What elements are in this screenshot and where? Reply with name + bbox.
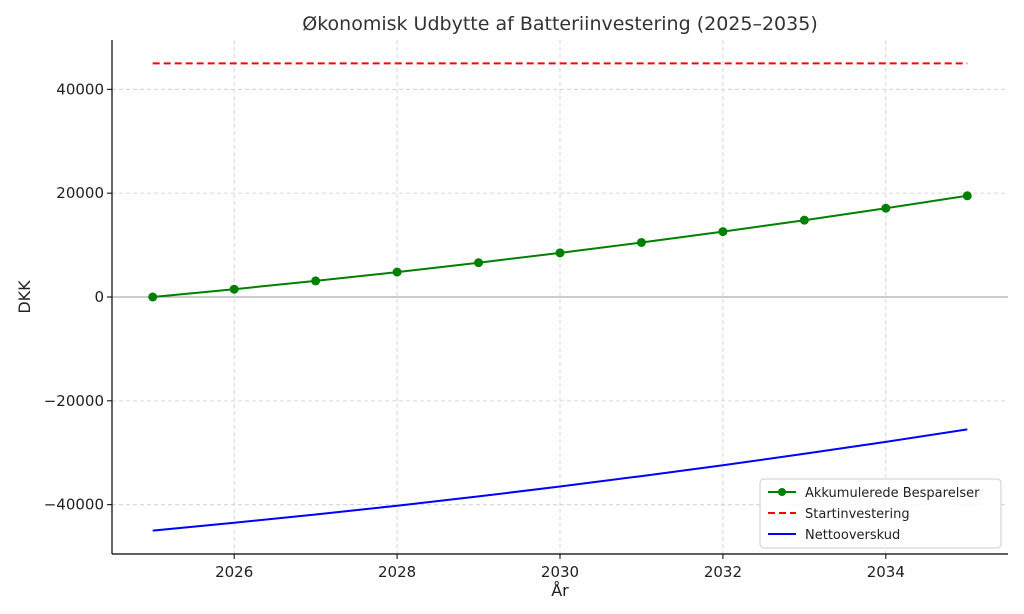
series-point <box>799 215 809 225</box>
legend-box <box>759 478 1002 549</box>
x-tick-label: 2030 <box>541 563 579 581</box>
legend-label: Startinvestering <box>805 507 910 522</box>
y-tick-label: 20000 <box>56 184 104 202</box>
series-1 <box>148 191 972 302</box>
chart-title: Økonomisk Udbytte af Batteriinvestering … <box>302 13 818 35</box>
x-tick-label: 2028 <box>378 563 416 581</box>
series-point <box>392 267 402 277</box>
series-3 <box>152 428 968 532</box>
tick-labels: 2026 2028 2030 2032 2034 −40000 −20000 0 20000 40… <box>44 80 905 581</box>
series-point <box>474 258 484 268</box>
x-tick-label: 2032 <box>704 563 742 581</box>
legend-label: Akkumulerede Besparelser <box>805 486 980 501</box>
series-point <box>148 292 158 302</box>
legend-item: Nettooverskud <box>768 528 900 543</box>
y-tick-label: −20000 <box>44 392 104 410</box>
y-tick-label: 40000 <box>56 80 104 98</box>
series-point <box>718 227 728 237</box>
y-axis-label: DKK <box>15 280 34 314</box>
legend: Akkumulerede Besparelser Startinvestering… <box>759 478 1002 549</box>
legend-label: Nettooverskud <box>805 528 900 543</box>
legend-item: Startinvestering <box>768 507 910 522</box>
series-point <box>881 203 891 213</box>
series-point <box>636 237 646 247</box>
legend-marker <box>778 488 786 496</box>
series-line <box>152 428 968 532</box>
y-tick-label: −40000 <box>44 496 104 514</box>
x-tick-label: 2034 <box>867 563 905 581</box>
y-tick-label: 0 <box>94 288 104 306</box>
legend-item: Akkumulerede Besparelser <box>768 486 980 501</box>
series-point <box>311 276 321 286</box>
series-point <box>229 284 239 294</box>
x-axis-label: År <box>551 581 569 600</box>
axes <box>107 40 1008 559</box>
series-point <box>555 248 565 258</box>
series-point <box>962 191 972 201</box>
x-tick-label: 2026 <box>215 563 253 581</box>
series-layer <box>148 62 972 532</box>
